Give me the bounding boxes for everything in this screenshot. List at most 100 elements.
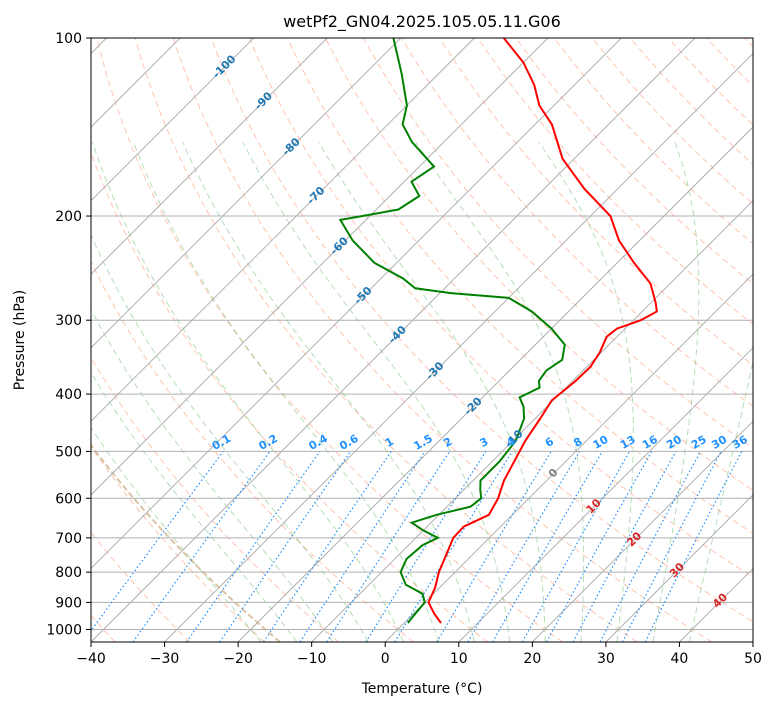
isotherm-line xyxy=(91,38,402,349)
x-axis-label: Temperature (°C) xyxy=(361,681,483,697)
mixing-ratio-label: 0.1 xyxy=(210,432,233,453)
moist-adiabat xyxy=(133,142,440,642)
mixing-ratio-line xyxy=(326,451,451,642)
dry-adiabat xyxy=(91,445,265,642)
isotherm-line xyxy=(679,567,753,642)
dry-adiabat xyxy=(286,38,753,535)
x-tick-label: −20 xyxy=(223,651,253,667)
mixing-ratio-label: 8 xyxy=(571,435,584,450)
y-tick-label: 900 xyxy=(55,595,82,611)
dry-adiabat xyxy=(91,531,191,642)
mixing-ratio-line xyxy=(219,451,352,642)
mixing-ratio-label: 13 xyxy=(618,433,638,452)
moist-adiabat xyxy=(182,141,475,642)
plot-frame xyxy=(90,37,754,643)
x-tick-label: 0 xyxy=(381,651,390,667)
mixing-ratio-line xyxy=(599,451,702,642)
isotherm-label: 10 xyxy=(584,496,604,516)
mixing-ratio-line xyxy=(365,451,487,642)
isotherm-line xyxy=(384,273,753,642)
x-tick-label: 20 xyxy=(523,651,541,667)
y-tick-label: 1000 xyxy=(46,622,82,638)
mixing-ratio-line xyxy=(521,451,631,642)
mixing-ratio-label: 6 xyxy=(543,435,556,450)
temperature-profile xyxy=(427,38,658,624)
isotherm-line xyxy=(531,420,753,642)
dry-adiabat xyxy=(210,38,753,623)
mixing-ratio-label: 20 xyxy=(664,433,684,452)
mixing-ratio-labels: 0.1 0.2 0.4 0.6 1 1.5 2 3 4 6 8 10 13 16 20 25 30 36 xyxy=(210,432,750,453)
mixing-ratio-line xyxy=(186,451,321,642)
x-tick-label: −30 xyxy=(150,651,180,667)
dry-adiabat xyxy=(96,38,563,642)
y-tick-label: 100 xyxy=(55,31,82,47)
mixing-ratio-label: 36 xyxy=(730,433,750,452)
highlight-adiabat xyxy=(91,443,281,642)
isotherm-line xyxy=(311,199,753,642)
isotherm-line xyxy=(91,38,549,496)
moist-adiabat xyxy=(242,141,511,642)
isotherm-label: -80 xyxy=(280,135,303,158)
x-tick-label: 40 xyxy=(671,651,689,667)
mixing-ratio-line xyxy=(262,451,392,642)
isotherm-label: -90 xyxy=(252,89,275,112)
dry-adiabat xyxy=(515,38,753,285)
isotherm-label: -40 xyxy=(386,323,409,346)
mixing-ratio-label: 1.5 xyxy=(411,432,434,453)
dry-adiabat xyxy=(363,38,753,449)
y-axis-ticks: 100 200 300 400 500 600 700 800 900 1000 xyxy=(46,31,91,638)
x-tick-label: −10 xyxy=(297,651,327,667)
mixing-ratio-line xyxy=(572,451,677,642)
mixing-ratio-line xyxy=(132,451,271,642)
mixing-ratio-label: 30 xyxy=(709,433,729,452)
y-tick-label: 500 xyxy=(55,444,82,460)
dry-adiabat xyxy=(668,38,753,126)
moist-adiabat xyxy=(538,141,634,642)
isotherm-line xyxy=(91,38,328,275)
y-tick-label: 300 xyxy=(55,313,82,329)
isotherm-line xyxy=(91,38,255,202)
mixing-ratio-label: 25 xyxy=(689,433,709,452)
isotherm-line xyxy=(605,494,753,642)
y-tick-label: 600 xyxy=(55,491,82,507)
x-tick-label: 10 xyxy=(450,651,468,667)
x-axis-ticks: −40 −30 −20 −10 0 10 20 30 40 50 xyxy=(76,642,762,667)
dry-adiabat xyxy=(439,38,753,366)
mixing-ratio-line xyxy=(91,451,224,632)
dry-adiabat xyxy=(401,38,753,407)
mixing-ratio-label: 3 xyxy=(478,435,491,450)
mixing-ratio-line xyxy=(644,451,743,642)
mixing-ratio-label: 1 xyxy=(383,435,396,450)
isotherm-line xyxy=(91,38,696,642)
profile-lines xyxy=(338,38,658,624)
y-tick-label: 400 xyxy=(55,387,82,403)
mixing-ratio-label: 10 xyxy=(591,433,611,452)
isotherm-line xyxy=(752,641,753,642)
x-tick-label: −40 xyxy=(76,651,106,667)
y-tick-label: 200 xyxy=(55,209,82,225)
dry-adiabat xyxy=(91,260,414,642)
dry-adiabat xyxy=(744,38,753,48)
mixing-ratio-line xyxy=(299,451,426,642)
isotherm-line xyxy=(91,38,475,423)
isotherm-line xyxy=(458,347,753,642)
dry-adiabat xyxy=(553,38,753,245)
mixing-ratio-line xyxy=(436,451,552,642)
isotherm-line xyxy=(164,52,753,642)
mixing-ratio-label: 16 xyxy=(640,433,660,452)
dry-adiabat xyxy=(248,38,753,578)
x-tick-label: 30 xyxy=(597,651,615,667)
dry-adiabat xyxy=(91,356,340,642)
y-axis-label: Pressure (hPa) xyxy=(12,290,28,390)
moist-adiabat xyxy=(91,233,369,642)
moist-adiabat xyxy=(688,359,753,642)
isotherm-line xyxy=(91,38,622,570)
dry-adiabat xyxy=(477,38,753,325)
dewpoint-profile xyxy=(338,38,566,624)
dry-adiabat xyxy=(706,38,753,87)
mixing-ratio-lines xyxy=(91,451,743,642)
y-tick-label: 700 xyxy=(55,531,82,547)
dry-adiabat xyxy=(172,38,713,642)
y-tick-label: 800 xyxy=(55,565,82,581)
